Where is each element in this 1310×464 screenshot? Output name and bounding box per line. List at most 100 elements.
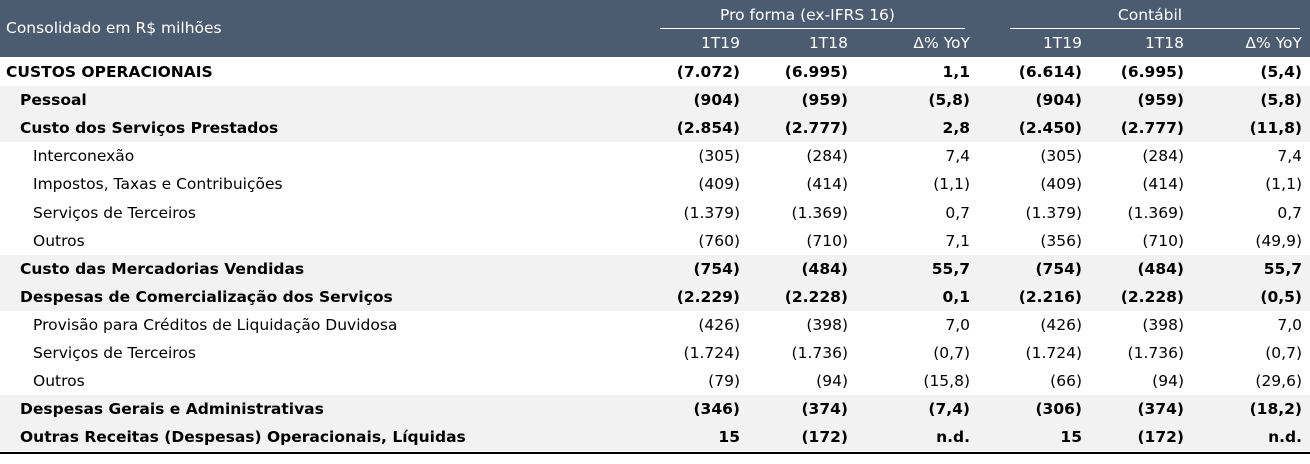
row-value: (1.369) bbox=[1127, 203, 1184, 222]
row-value: 0,7 bbox=[1277, 203, 1302, 222]
row-value: (7.072) bbox=[676, 63, 740, 81]
row-band bbox=[0, 395, 1310, 424]
row-value: (1.379) bbox=[1025, 203, 1082, 222]
row-label: Despesas Gerais e Administrativas bbox=[20, 400, 324, 419]
column-header: 1T18 bbox=[808, 34, 848, 52]
row-value: (959) bbox=[1137, 91, 1184, 110]
row-value: (904) bbox=[693, 91, 740, 110]
row-value: (0,7) bbox=[933, 344, 970, 362]
row-band bbox=[0, 282, 1310, 311]
row-value: (374) bbox=[801, 400, 848, 419]
row-band bbox=[0, 423, 1310, 452]
row-value: (0,5) bbox=[1260, 287, 1302, 306]
header-title: Consolidado em R$ milhões bbox=[6, 19, 222, 37]
row-value: 0,7 bbox=[945, 203, 970, 222]
row-value: 7,4 bbox=[1277, 147, 1302, 166]
row-value: (484) bbox=[1137, 259, 1184, 278]
row-label: Serviços de Terceiros bbox=[33, 344, 196, 362]
row-value: (6.614) bbox=[1018, 63, 1082, 81]
row-value: (6.995) bbox=[1120, 63, 1184, 81]
row-value: 7,0 bbox=[945, 315, 970, 334]
row-label: Outras Receitas (Despesas) Operacionais,… bbox=[20, 428, 466, 447]
row-value: (959) bbox=[801, 91, 848, 110]
row-value: (754) bbox=[693, 259, 740, 278]
row-value: (754) bbox=[1035, 259, 1082, 278]
group-label: Pro forma (ex-IFRS 16) bbox=[720, 6, 895, 24]
row-value: (1.369) bbox=[791, 203, 848, 222]
row-value: (5,8) bbox=[928, 91, 970, 110]
column-header: 1T18 bbox=[1144, 34, 1184, 52]
row-value: (15,8) bbox=[923, 372, 970, 391]
column-header: 1T19 bbox=[1042, 34, 1082, 52]
row-value: 7,4 bbox=[945, 147, 970, 166]
row-label: Interconexão bbox=[33, 147, 135, 166]
row-value: (2.777) bbox=[784, 119, 848, 138]
row-label: Despesas de Comercialização dos Serviços bbox=[20, 287, 393, 306]
column-header: Δ% YoY bbox=[1245, 34, 1302, 52]
row-value: (172) bbox=[801, 428, 848, 447]
row-value: (305) bbox=[1040, 147, 1082, 166]
row-value: (2.777) bbox=[1120, 119, 1184, 138]
row-value: 7,0 bbox=[1277, 315, 1302, 334]
row-value: (904) bbox=[1035, 91, 1082, 110]
row-value: n.d. bbox=[1268, 428, 1302, 447]
row-value: (5,4) bbox=[1260, 63, 1302, 81]
row-label: Impostos, Taxas e Contribuições bbox=[33, 175, 283, 194]
row-value: (2.216) bbox=[1018, 287, 1082, 306]
row-value: (1.736) bbox=[791, 344, 848, 362]
row-value: 0,1 bbox=[942, 287, 970, 306]
row-value: 1,1 bbox=[942, 63, 970, 81]
row-value: 2,8 bbox=[942, 119, 970, 138]
row-value: (409) bbox=[698, 175, 740, 194]
row-value: (2.854) bbox=[676, 119, 740, 138]
row-value: (0,7) bbox=[1265, 344, 1302, 362]
row-value: (398) bbox=[806, 315, 848, 334]
row-value: (1.724) bbox=[1025, 344, 1082, 362]
row-value: (94) bbox=[1152, 372, 1184, 391]
row-value: 15 bbox=[1060, 428, 1082, 447]
row-value: (94) bbox=[816, 372, 848, 391]
row-value: (11,8) bbox=[1249, 119, 1302, 138]
row-value: n.d. bbox=[936, 428, 970, 447]
row-value: (79) bbox=[708, 372, 740, 391]
row-value: (2.450) bbox=[1018, 119, 1082, 138]
row-value: (284) bbox=[806, 147, 848, 166]
column-header: 1T19 bbox=[700, 34, 740, 52]
row-value: 55,7 bbox=[931, 259, 970, 278]
row-value: (710) bbox=[806, 231, 848, 250]
row-value: (1,1) bbox=[933, 175, 970, 194]
row-value: (29,6) bbox=[1255, 372, 1302, 391]
row-label: Custo dos Serviços Prestados bbox=[20, 119, 279, 138]
row-value: (1.736) bbox=[1127, 344, 1184, 362]
row-value: (1.724) bbox=[683, 344, 740, 362]
row-value: (7,4) bbox=[928, 400, 970, 419]
row-value: (1.379) bbox=[683, 203, 740, 222]
row-value: (1,1) bbox=[1265, 175, 1302, 194]
row-band bbox=[0, 254, 1310, 283]
row-value: (305) bbox=[698, 147, 740, 166]
row-label: Custo das Mercadorias Vendidas bbox=[20, 259, 305, 278]
row-value: (426) bbox=[1040, 315, 1082, 334]
row-label: Outros bbox=[33, 231, 85, 250]
group-underline bbox=[1010, 28, 1300, 29]
row-value: (374) bbox=[1137, 400, 1184, 419]
row-band bbox=[0, 114, 1310, 143]
group-underline bbox=[660, 28, 965, 29]
row-value: (66) bbox=[1050, 372, 1082, 391]
row-label: Pessoal bbox=[20, 91, 87, 110]
row-value: (6.995) bbox=[784, 63, 848, 81]
row-band bbox=[0, 86, 1310, 115]
row-label: CUSTOS OPERACIONAIS bbox=[6, 63, 213, 81]
row-value: (18,2) bbox=[1249, 400, 1302, 419]
row-value: (409) bbox=[1040, 175, 1082, 194]
row-value: (2.228) bbox=[784, 287, 848, 306]
row-label: Provisão para Créditos de Liquidação Duv… bbox=[33, 315, 398, 334]
row-value: (49,9) bbox=[1255, 231, 1302, 250]
row-label: Serviços de Terceiros bbox=[33, 203, 196, 222]
column-header: Δ% YoY bbox=[913, 34, 970, 52]
row-label: Outros bbox=[33, 372, 85, 391]
row-value: (484) bbox=[801, 259, 848, 278]
row-value: (414) bbox=[1142, 175, 1184, 194]
row-value: (426) bbox=[698, 315, 740, 334]
